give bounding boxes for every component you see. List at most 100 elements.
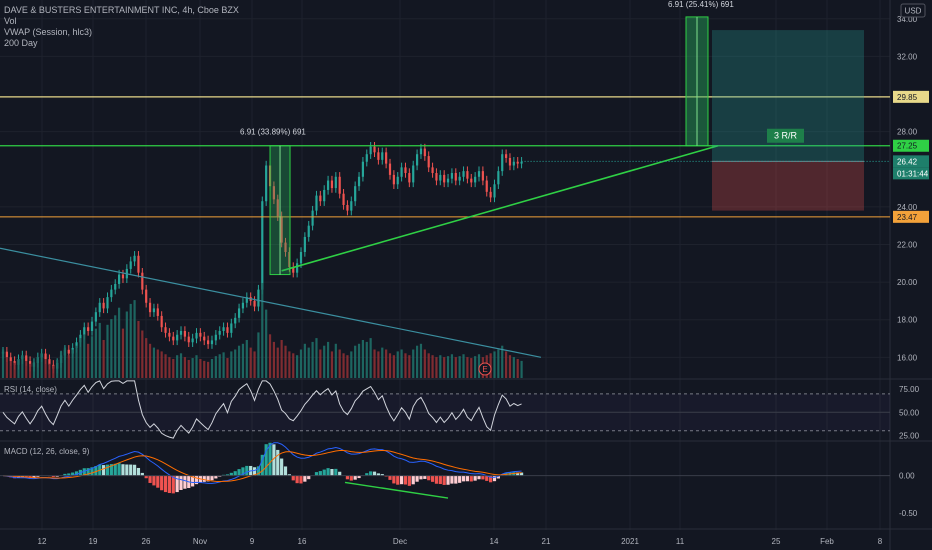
support-price-badge-label: 23.47 bbox=[897, 213, 918, 222]
macd-histogram-bar bbox=[272, 444, 276, 476]
macd-histogram-bar bbox=[167, 475, 172, 494]
symbol-title[interactable]: DAVE & BUSTERS ENTERTAINMENT INC, 4h, Cb… bbox=[4, 5, 239, 15]
volume-bar bbox=[32, 361, 36, 378]
volume-bar bbox=[326, 341, 330, 378]
volume-bar bbox=[79, 338, 82, 378]
volume-bar bbox=[203, 360, 206, 378]
macd-histogram-bar bbox=[419, 475, 423, 480]
macd-histogram-bar bbox=[407, 475, 411, 486]
volume-bar bbox=[110, 319, 113, 378]
macd-histogram-bar bbox=[36, 475, 40, 477]
macd-histogram-bar bbox=[430, 475, 435, 482]
candle-body bbox=[148, 302, 152, 313]
macd-signal-line bbox=[2, 449, 522, 483]
volume-bar bbox=[179, 353, 183, 378]
candle-body bbox=[245, 297, 248, 303]
volume-bar bbox=[152, 347, 156, 378]
candle-body bbox=[145, 289, 148, 303]
volume-bar bbox=[470, 358, 473, 378]
macd-histogram-bar bbox=[415, 475, 419, 482]
risk-reward-box bbox=[767, 128, 804, 143]
macd-histogram-bar bbox=[400, 475, 404, 485]
indicator-vwap[interactable]: VWAP (Session, hlc3) bbox=[4, 27, 93, 37]
volume-bar bbox=[369, 338, 372, 378]
volume-bar bbox=[346, 355, 349, 378]
position-loss-zone bbox=[712, 161, 864, 211]
candle-body bbox=[195, 332, 198, 339]
candle-body bbox=[156, 308, 159, 316]
price-tick-label: 18.00 bbox=[897, 316, 918, 325]
macd-histogram-bar bbox=[86, 468, 90, 476]
time-tick-label: 9 bbox=[250, 537, 255, 546]
macd-histogram-bar bbox=[322, 469, 326, 476]
macd-histogram-bar bbox=[423, 475, 427, 479]
macd-histogram-bar bbox=[214, 475, 218, 479]
macd-histogram-bar bbox=[376, 473, 380, 476]
candle-body bbox=[241, 302, 245, 309]
volume-bar bbox=[237, 345, 241, 378]
macd-histogram-bar bbox=[256, 466, 261, 476]
volume-bar bbox=[323, 345, 326, 378]
macd-histogram-bar bbox=[55, 475, 59, 477]
macd-histogram-bar bbox=[349, 475, 353, 481]
time-tick-label: Feb bbox=[820, 537, 834, 546]
candle-body bbox=[385, 152, 388, 164]
macd-histogram-bar bbox=[461, 475, 466, 482]
volume-bar bbox=[44, 359, 47, 378]
candle-body bbox=[187, 336, 190, 343]
volume-bar bbox=[98, 322, 101, 378]
candle-body bbox=[334, 176, 337, 189]
volume-bar bbox=[435, 357, 438, 378]
volume-bar bbox=[13, 362, 16, 378]
candle-body bbox=[443, 174, 446, 183]
candle-body bbox=[265, 165, 268, 202]
volume-bar bbox=[497, 349, 500, 378]
macd-histogram-bar bbox=[102, 465, 106, 476]
price-tick-label: 24.00 bbox=[897, 203, 918, 212]
macd-histogram-bar bbox=[473, 475, 477, 481]
macd-histogram-bar bbox=[496, 475, 500, 479]
measure-label-2: 6.91 (25.41%) 691 bbox=[668, 0, 734, 9]
candle-body bbox=[183, 330, 186, 337]
macd-histogram-bar bbox=[353, 475, 357, 480]
macd-label[interactable]: MACD (12, 26, close, 9) bbox=[4, 447, 90, 456]
candle-body bbox=[168, 332, 171, 337]
volume-bar bbox=[214, 356, 217, 378]
macd-histogram-bar bbox=[229, 472, 233, 476]
candle-body bbox=[121, 274, 125, 279]
volume-bar bbox=[183, 357, 186, 378]
candle-body bbox=[470, 178, 473, 183]
candle-body bbox=[501, 154, 504, 172]
volume-bar bbox=[431, 355, 434, 378]
price-tick-label: 34.00 bbox=[897, 15, 918, 24]
volume-bar bbox=[489, 353, 492, 378]
volume-bar bbox=[334, 343, 337, 378]
macd-histogram-bar bbox=[71, 472, 75, 476]
volume-bar bbox=[446, 356, 450, 378]
candle-body bbox=[431, 167, 434, 174]
volume-bar bbox=[357, 343, 361, 378]
volume-bar bbox=[218, 354, 221, 378]
time-tick-label: 12 bbox=[38, 537, 47, 546]
rsi-label[interactable]: RSI (14, close) bbox=[4, 385, 57, 394]
candle-body bbox=[493, 184, 496, 198]
indicator-vol[interactable]: Vol bbox=[4, 16, 17, 26]
candle-body bbox=[458, 176, 461, 181]
volume-bar bbox=[121, 328, 125, 378]
macd-histogram-bar bbox=[372, 471, 377, 476]
volume-bar bbox=[56, 359, 59, 378]
volume-bar bbox=[1, 349, 5, 378]
indicator-200day[interactable]: 200 Day bbox=[4, 38, 38, 48]
candle-body bbox=[179, 330, 183, 335]
volume-bar bbox=[145, 338, 148, 378]
macd-histogram-bar bbox=[194, 475, 199, 485]
candle-body bbox=[319, 195, 322, 202]
macd-histogram-bar bbox=[330, 469, 334, 476]
volume-bar bbox=[106, 324, 109, 378]
macd-histogram-bar bbox=[396, 475, 400, 485]
macd-histogram-bar bbox=[477, 475, 481, 480]
macd-histogram-bar bbox=[125, 464, 129, 476]
volume-bar bbox=[261, 283, 264, 378]
candle-body bbox=[257, 289, 260, 307]
volume-bar bbox=[102, 340, 105, 378]
